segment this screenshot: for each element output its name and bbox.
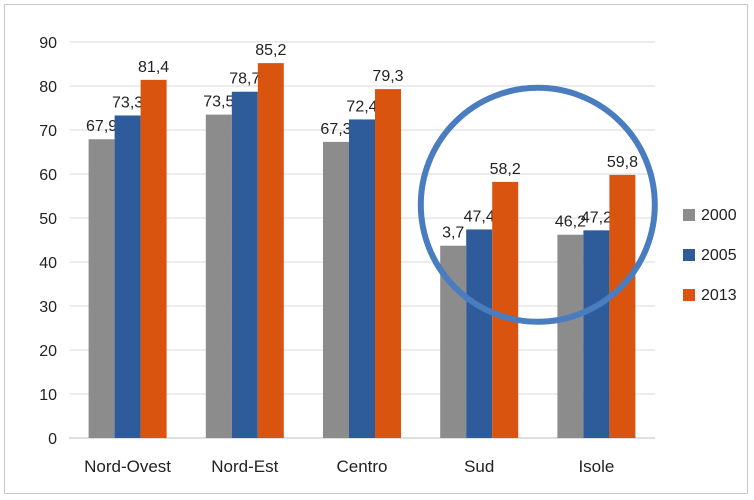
bar <box>609 174 636 438</box>
bar <box>557 234 584 438</box>
y-tick-label: 60 <box>39 167 57 184</box>
y-tick-label: 90 <box>39 35 57 52</box>
y-tick-label: 0 <box>48 431 57 448</box>
bar <box>349 119 375 438</box>
x-category-label: Isole <box>578 457 614 476</box>
data-label: 78,7 <box>229 71 260 88</box>
legend-swatch <box>683 209 695 221</box>
bar <box>492 181 519 439</box>
legend-label: 2000 <box>701 207 737 224</box>
y-tick-label: 50 <box>39 211 57 228</box>
legend-swatch <box>683 249 695 261</box>
bar <box>323 141 349 438</box>
highlight-circle <box>417 84 658 325</box>
y-tick-label: 10 <box>39 387 57 404</box>
data-label: 73,5 <box>203 94 234 111</box>
bar <box>205 114 232 438</box>
y-tick-label: 30 <box>39 299 57 316</box>
data-label: 58,2 <box>490 161 521 178</box>
data-label: 85,2 <box>255 42 286 59</box>
data-label: 59,8 <box>607 154 638 171</box>
x-category-label: Centro <box>336 457 387 476</box>
y-tick-label: 80 <box>39 79 57 96</box>
data-label: 3,7 <box>442 225 464 242</box>
x-category-label: Sud <box>464 457 494 476</box>
bar <box>466 229 493 438</box>
data-label: 46,2 <box>555 214 586 231</box>
bar <box>140 79 167 438</box>
x-category-label: Nord-Est <box>211 457 278 476</box>
chart-frame: 0 10 20 30 40 50 60 70 80 90 67,9 73,3 81,4 Nord-Oves… <box>4 4 748 494</box>
bar <box>583 230 610 438</box>
data-label: 79,3 <box>372 68 403 85</box>
data-label: 73,3 <box>112 94 143 111</box>
bar <box>375 89 401 438</box>
y-tick-label: 20 <box>39 343 57 360</box>
bar <box>231 91 258 438</box>
data-label: 81,4 <box>138 59 169 76</box>
y-tick-label: 70 <box>39 123 57 140</box>
bar <box>114 115 141 438</box>
data-label: 67,9 <box>86 118 117 135</box>
data-label: 47,2 <box>581 209 612 226</box>
data-label: 67,3 <box>320 121 351 138</box>
data-label: 72,4 <box>346 98 377 115</box>
legend-label: 2005 <box>701 247 737 264</box>
legend-label: 2013 <box>701 287 737 304</box>
x-category-label: Nord-Ovest <box>84 457 171 476</box>
data-label: 47,4 <box>464 208 495 225</box>
bar <box>88 139 115 439</box>
bar <box>257 63 284 439</box>
bar-chart: 0 10 20 30 40 50 60 70 80 90 67,9 73,3 81,4 Nord-Oves… <box>39 35 737 476</box>
y-tick-label: 40 <box>39 255 57 272</box>
legend-swatch <box>683 289 695 301</box>
